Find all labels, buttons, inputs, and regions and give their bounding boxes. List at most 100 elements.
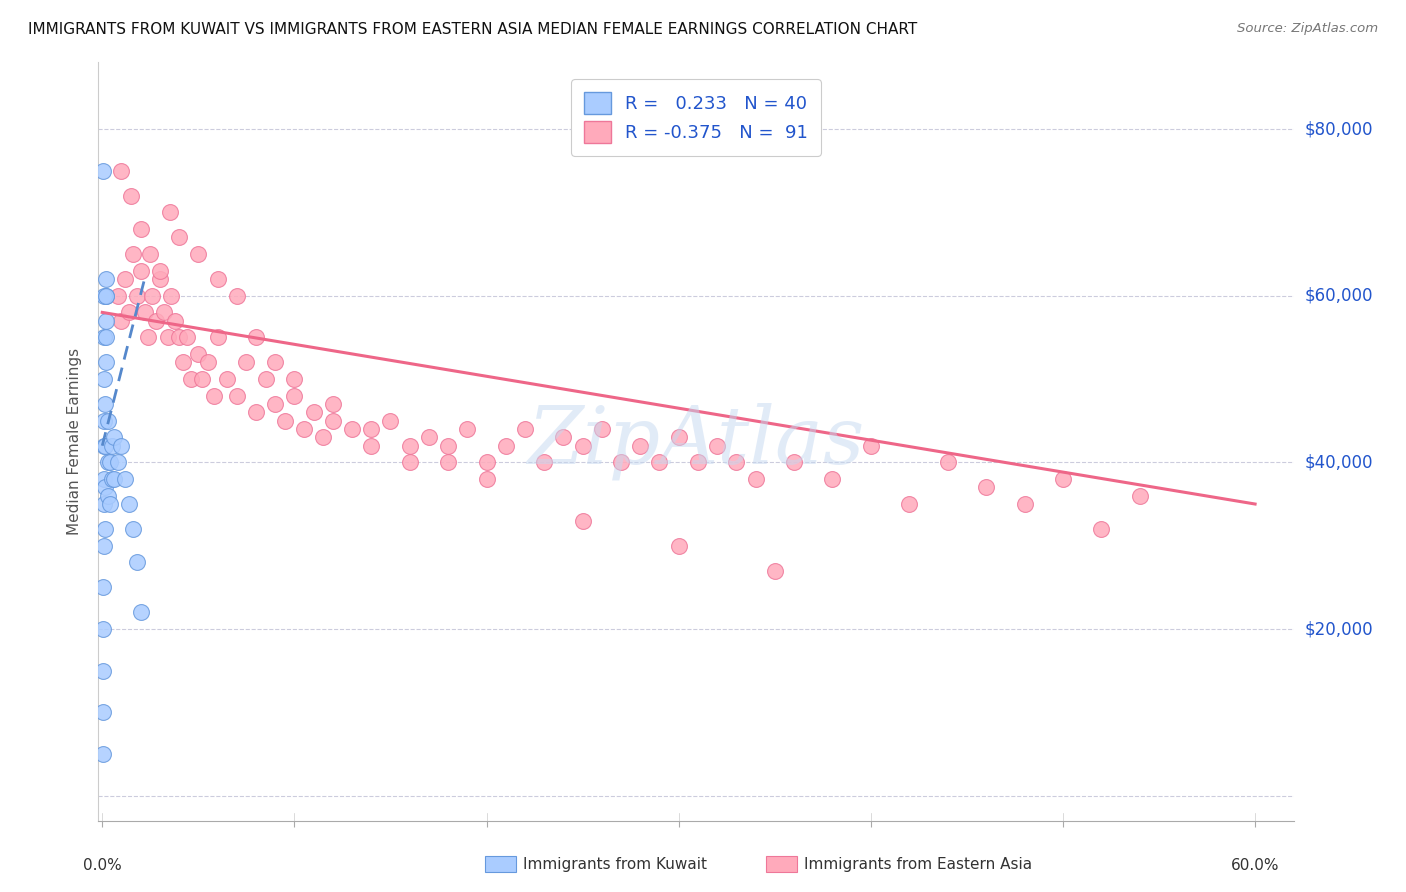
Point — [668, 539, 690, 553]
Point — [475, 472, 498, 486]
Point — [628, 439, 651, 453]
Point — [1129, 489, 1152, 503]
Point — [110, 314, 132, 328]
Point — [360, 422, 382, 436]
Point — [898, 497, 921, 511]
Point — [322, 397, 344, 411]
Point — [149, 264, 172, 278]
Point — [129, 222, 152, 236]
Point — [283, 389, 305, 403]
Point — [114, 272, 136, 286]
Text: $60,000: $60,000 — [1305, 286, 1374, 305]
Point — [686, 455, 709, 469]
Point — [149, 272, 172, 286]
Point — [91, 163, 114, 178]
Point — [437, 455, 460, 469]
Point — [98, 497, 121, 511]
Point — [94, 272, 117, 286]
Point — [139, 247, 162, 261]
Point — [122, 522, 145, 536]
Point — [360, 439, 382, 453]
Point — [97, 414, 120, 428]
Point — [103, 472, 125, 486]
Point — [120, 188, 142, 202]
Text: $80,000: $80,000 — [1305, 120, 1374, 138]
Point — [110, 163, 132, 178]
Point — [94, 480, 117, 494]
Point — [1052, 472, 1074, 486]
Point — [456, 422, 478, 436]
Point — [129, 605, 152, 619]
Text: 60.0%: 60.0% — [1230, 858, 1279, 873]
Point — [495, 439, 517, 453]
Point — [118, 497, 141, 511]
Point — [398, 455, 420, 469]
Text: Source: ZipAtlas.com: Source: ZipAtlas.com — [1237, 22, 1378, 36]
Point — [122, 247, 145, 261]
Point — [591, 422, 613, 436]
Point — [197, 355, 219, 369]
Point — [398, 439, 420, 453]
Point — [97, 489, 120, 503]
Point — [225, 289, 247, 303]
Point — [159, 205, 181, 219]
Point — [167, 330, 190, 344]
Point — [974, 480, 997, 494]
Point — [292, 422, 315, 436]
Point — [101, 439, 124, 453]
Point — [187, 247, 209, 261]
Point — [783, 455, 806, 469]
Point — [245, 405, 267, 419]
Point — [165, 314, 187, 328]
Point — [118, 305, 141, 319]
Point — [94, 522, 117, 536]
Point — [160, 289, 183, 303]
Point — [648, 455, 671, 469]
Point — [235, 355, 257, 369]
Point — [141, 289, 163, 303]
Point — [97, 455, 120, 469]
Y-axis label: Median Female Earnings: Median Female Earnings — [67, 348, 83, 535]
Point — [93, 539, 115, 553]
Point — [322, 414, 344, 428]
Point — [138, 330, 160, 344]
Point — [191, 372, 214, 386]
Text: $20,000: $20,000 — [1305, 620, 1374, 638]
Point — [264, 397, 287, 411]
Point — [107, 455, 129, 469]
Point — [91, 664, 114, 678]
Point — [110, 439, 132, 453]
Point — [207, 272, 229, 286]
Point — [202, 389, 225, 403]
Point — [513, 422, 536, 436]
Point — [134, 305, 156, 319]
Point — [93, 289, 115, 303]
Point — [94, 330, 117, 344]
Point — [610, 455, 633, 469]
Point — [437, 439, 460, 453]
Point — [187, 347, 209, 361]
Point — [101, 472, 124, 486]
Point — [302, 405, 325, 419]
Point — [94, 289, 117, 303]
Point — [103, 430, 125, 444]
Text: 0.0%: 0.0% — [83, 858, 122, 873]
Point — [98, 455, 121, 469]
Point — [418, 430, 440, 444]
Point — [93, 414, 115, 428]
Point — [167, 230, 190, 244]
Point — [217, 372, 239, 386]
Point — [176, 330, 198, 344]
Point — [107, 289, 129, 303]
Point — [744, 472, 766, 486]
Point — [821, 472, 844, 486]
Point — [172, 355, 194, 369]
Point — [93, 372, 115, 386]
Point — [91, 747, 114, 761]
Point — [152, 305, 174, 319]
Text: Immigrants from Eastern Asia: Immigrants from Eastern Asia — [804, 857, 1032, 871]
Point — [180, 372, 202, 386]
Text: $40,000: $40,000 — [1305, 453, 1374, 471]
Point — [1090, 522, 1112, 536]
Point — [245, 330, 267, 344]
